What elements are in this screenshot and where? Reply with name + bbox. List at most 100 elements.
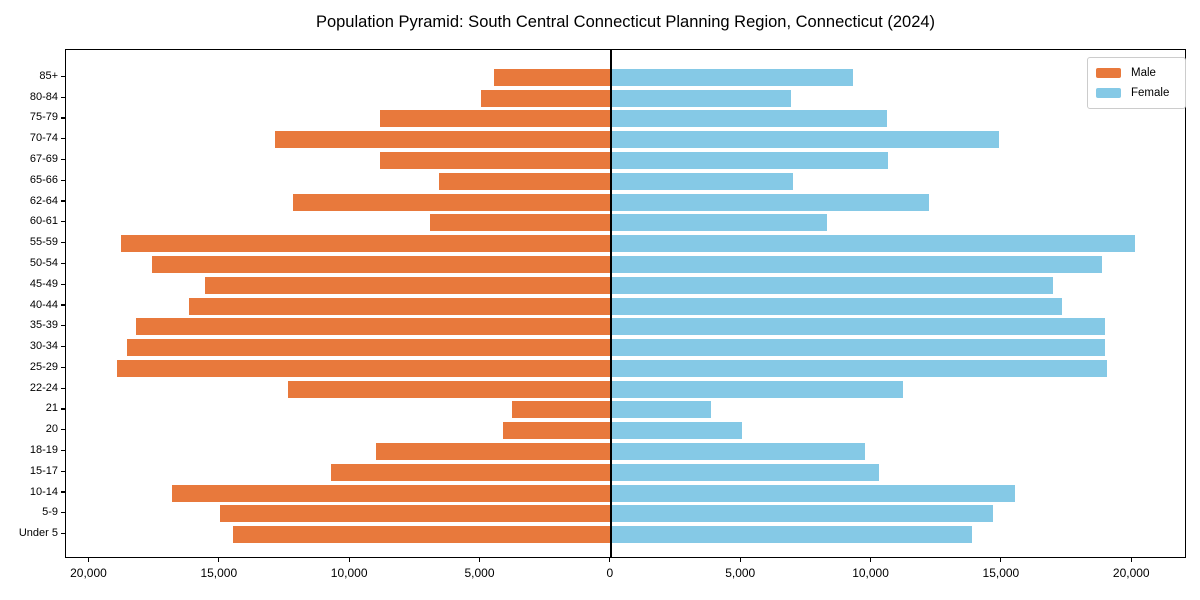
- legend-male-swatch: [1096, 68, 1121, 78]
- bar-male-18-19: [376, 442, 611, 460]
- bar-female-62-64: [610, 193, 929, 211]
- bar-male-45-49: [205, 276, 611, 294]
- bar-female-75-79: [610, 110, 888, 128]
- y-tick-mark: [61, 96, 65, 98]
- x-tick-mark: [739, 558, 741, 562]
- x-tick-mark: [348, 558, 350, 562]
- y-tick-label: 18-19: [29, 443, 58, 456]
- x-tick-mark: [1130, 558, 1132, 562]
- x-tick-mark: [218, 558, 220, 562]
- y-tick-mark: [61, 512, 65, 514]
- y-tick-label: 15-17: [29, 464, 58, 477]
- bar-male-67-69: [380, 152, 611, 170]
- y-tick-label: 50-54: [29, 256, 58, 269]
- chart-title: Population Pyramid: South Central Connec…: [315, 13, 936, 31]
- y-tick-label: 25-29: [29, 360, 58, 373]
- y-tick-label: 55-59: [29, 236, 58, 249]
- x-tick-mark: [87, 558, 90, 562]
- bar-female-55-59: [610, 235, 1135, 253]
- y-tick-label: 30-34: [29, 340, 58, 353]
- x-tick-label: 15,000: [200, 566, 238, 580]
- y-tick-label: 40-44: [29, 298, 58, 311]
- bar-male-80-84: [480, 89, 611, 107]
- bar-male-25-29: [116, 359, 611, 377]
- y-tick-label: 45-49: [29, 277, 58, 290]
- y-tick-label: 60-61: [29, 215, 58, 228]
- y-tick-mark: [61, 429, 65, 431]
- y-tick-label: 65-66: [29, 173, 58, 186]
- plot-area: [65, 49, 1186, 558]
- bar-female-60-61: [610, 214, 828, 232]
- y-tick-mark: [61, 117, 65, 119]
- bar-female-40-44: [610, 297, 1062, 315]
- y-tick-label: 67-69: [29, 153, 58, 166]
- y-tick-label: 22-24: [29, 381, 58, 394]
- bar-female-67-69: [610, 152, 889, 170]
- bar-male-10-14: [171, 484, 611, 502]
- bar-male-65-66: [438, 172, 611, 190]
- bar-male-60-61: [429, 214, 611, 232]
- y-tick-label: 75-79: [29, 111, 58, 124]
- bar-female-70-74: [610, 131, 1000, 149]
- bar-female-5-9: [610, 505, 993, 523]
- y-tick-mark: [61, 304, 65, 306]
- y-tick-label: 21: [45, 402, 58, 415]
- y-tick-label: 5-9: [42, 506, 58, 519]
- y-tick-label: 70-74: [29, 132, 58, 145]
- y-tick-label: 80-84: [29, 90, 58, 103]
- bar-male-15-17: [330, 463, 611, 481]
- x-tick-label: 5,000: [464, 566, 495, 580]
- y-tick-mark: [61, 366, 65, 368]
- bar-female-65-66: [610, 172, 794, 190]
- y-tick-label: 85+: [39, 69, 58, 82]
- legend-female-swatch: [1096, 88, 1121, 98]
- bar-female-21: [610, 401, 712, 419]
- legend-item-male: Male: [1096, 65, 1177, 81]
- bar-female-30-34: [610, 339, 1105, 357]
- y-tick-mark: [61, 138, 65, 140]
- bar-male-40-44: [188, 297, 611, 315]
- y-tick-mark: [61, 491, 65, 493]
- x-tick-label: 15,000: [982, 566, 1020, 580]
- y-tick-mark: [61, 408, 65, 410]
- y-tick-mark: [61, 449, 65, 452]
- y-tick-mark: [61, 325, 65, 327]
- y-tick-mark: [61, 200, 65, 202]
- x-tick-label: 20,000: [1112, 566, 1150, 580]
- y-tick-mark: [61, 75, 65, 77]
- bar-male-35-39: [136, 318, 611, 336]
- bar-male-21: [511, 401, 611, 419]
- bar-female-10-14: [610, 484, 1015, 502]
- y-tick-mark: [61, 221, 65, 223]
- bar-male-85+: [493, 68, 611, 86]
- bar-male-62-64: [292, 193, 611, 211]
- y-tick-label: 20: [45, 423, 58, 436]
- x-tick-mark: [478, 558, 481, 562]
- bar-male-50-54: [152, 255, 611, 273]
- zero-axis-line: [610, 50, 612, 557]
- y-tick-mark: [61, 345, 65, 348]
- bar-female-Under 5: [610, 526, 972, 544]
- bar-female-20: [610, 422, 743, 440]
- bar-male-Under 5: [232, 526, 611, 544]
- x-tick-label: 5,000: [725, 566, 756, 580]
- bar-male-20: [502, 422, 611, 440]
- x-tick-mark: [1000, 558, 1002, 562]
- bar-male-70-74: [274, 131, 611, 149]
- y-tick-mark: [61, 387, 65, 389]
- x-tick-mark: [609, 558, 611, 562]
- bar-female-15-17: [610, 463, 880, 481]
- y-tick-mark: [61, 470, 65, 472]
- y-tick-mark: [61, 262, 65, 265]
- bar-male-22-24: [287, 380, 611, 398]
- y-tick-label: 62-64: [29, 194, 58, 207]
- y-tick-mark: [61, 158, 65, 161]
- y-tick-mark: [61, 179, 65, 181]
- x-tick-label: 10,000: [330, 566, 368, 580]
- y-tick-label: 10-14: [29, 485, 58, 498]
- y-tick-label: Under 5: [18, 527, 58, 540]
- x-tick-label: 10,000: [852, 566, 889, 580]
- y-tick-mark: [61, 533, 65, 535]
- bar-male-75-79: [380, 110, 611, 128]
